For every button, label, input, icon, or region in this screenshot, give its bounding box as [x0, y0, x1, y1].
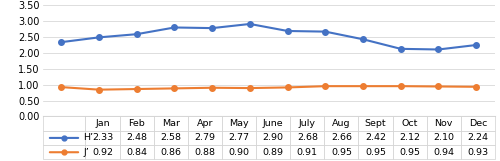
- Text: H’: H’: [83, 133, 94, 142]
- Text: J’: J’: [83, 148, 89, 157]
